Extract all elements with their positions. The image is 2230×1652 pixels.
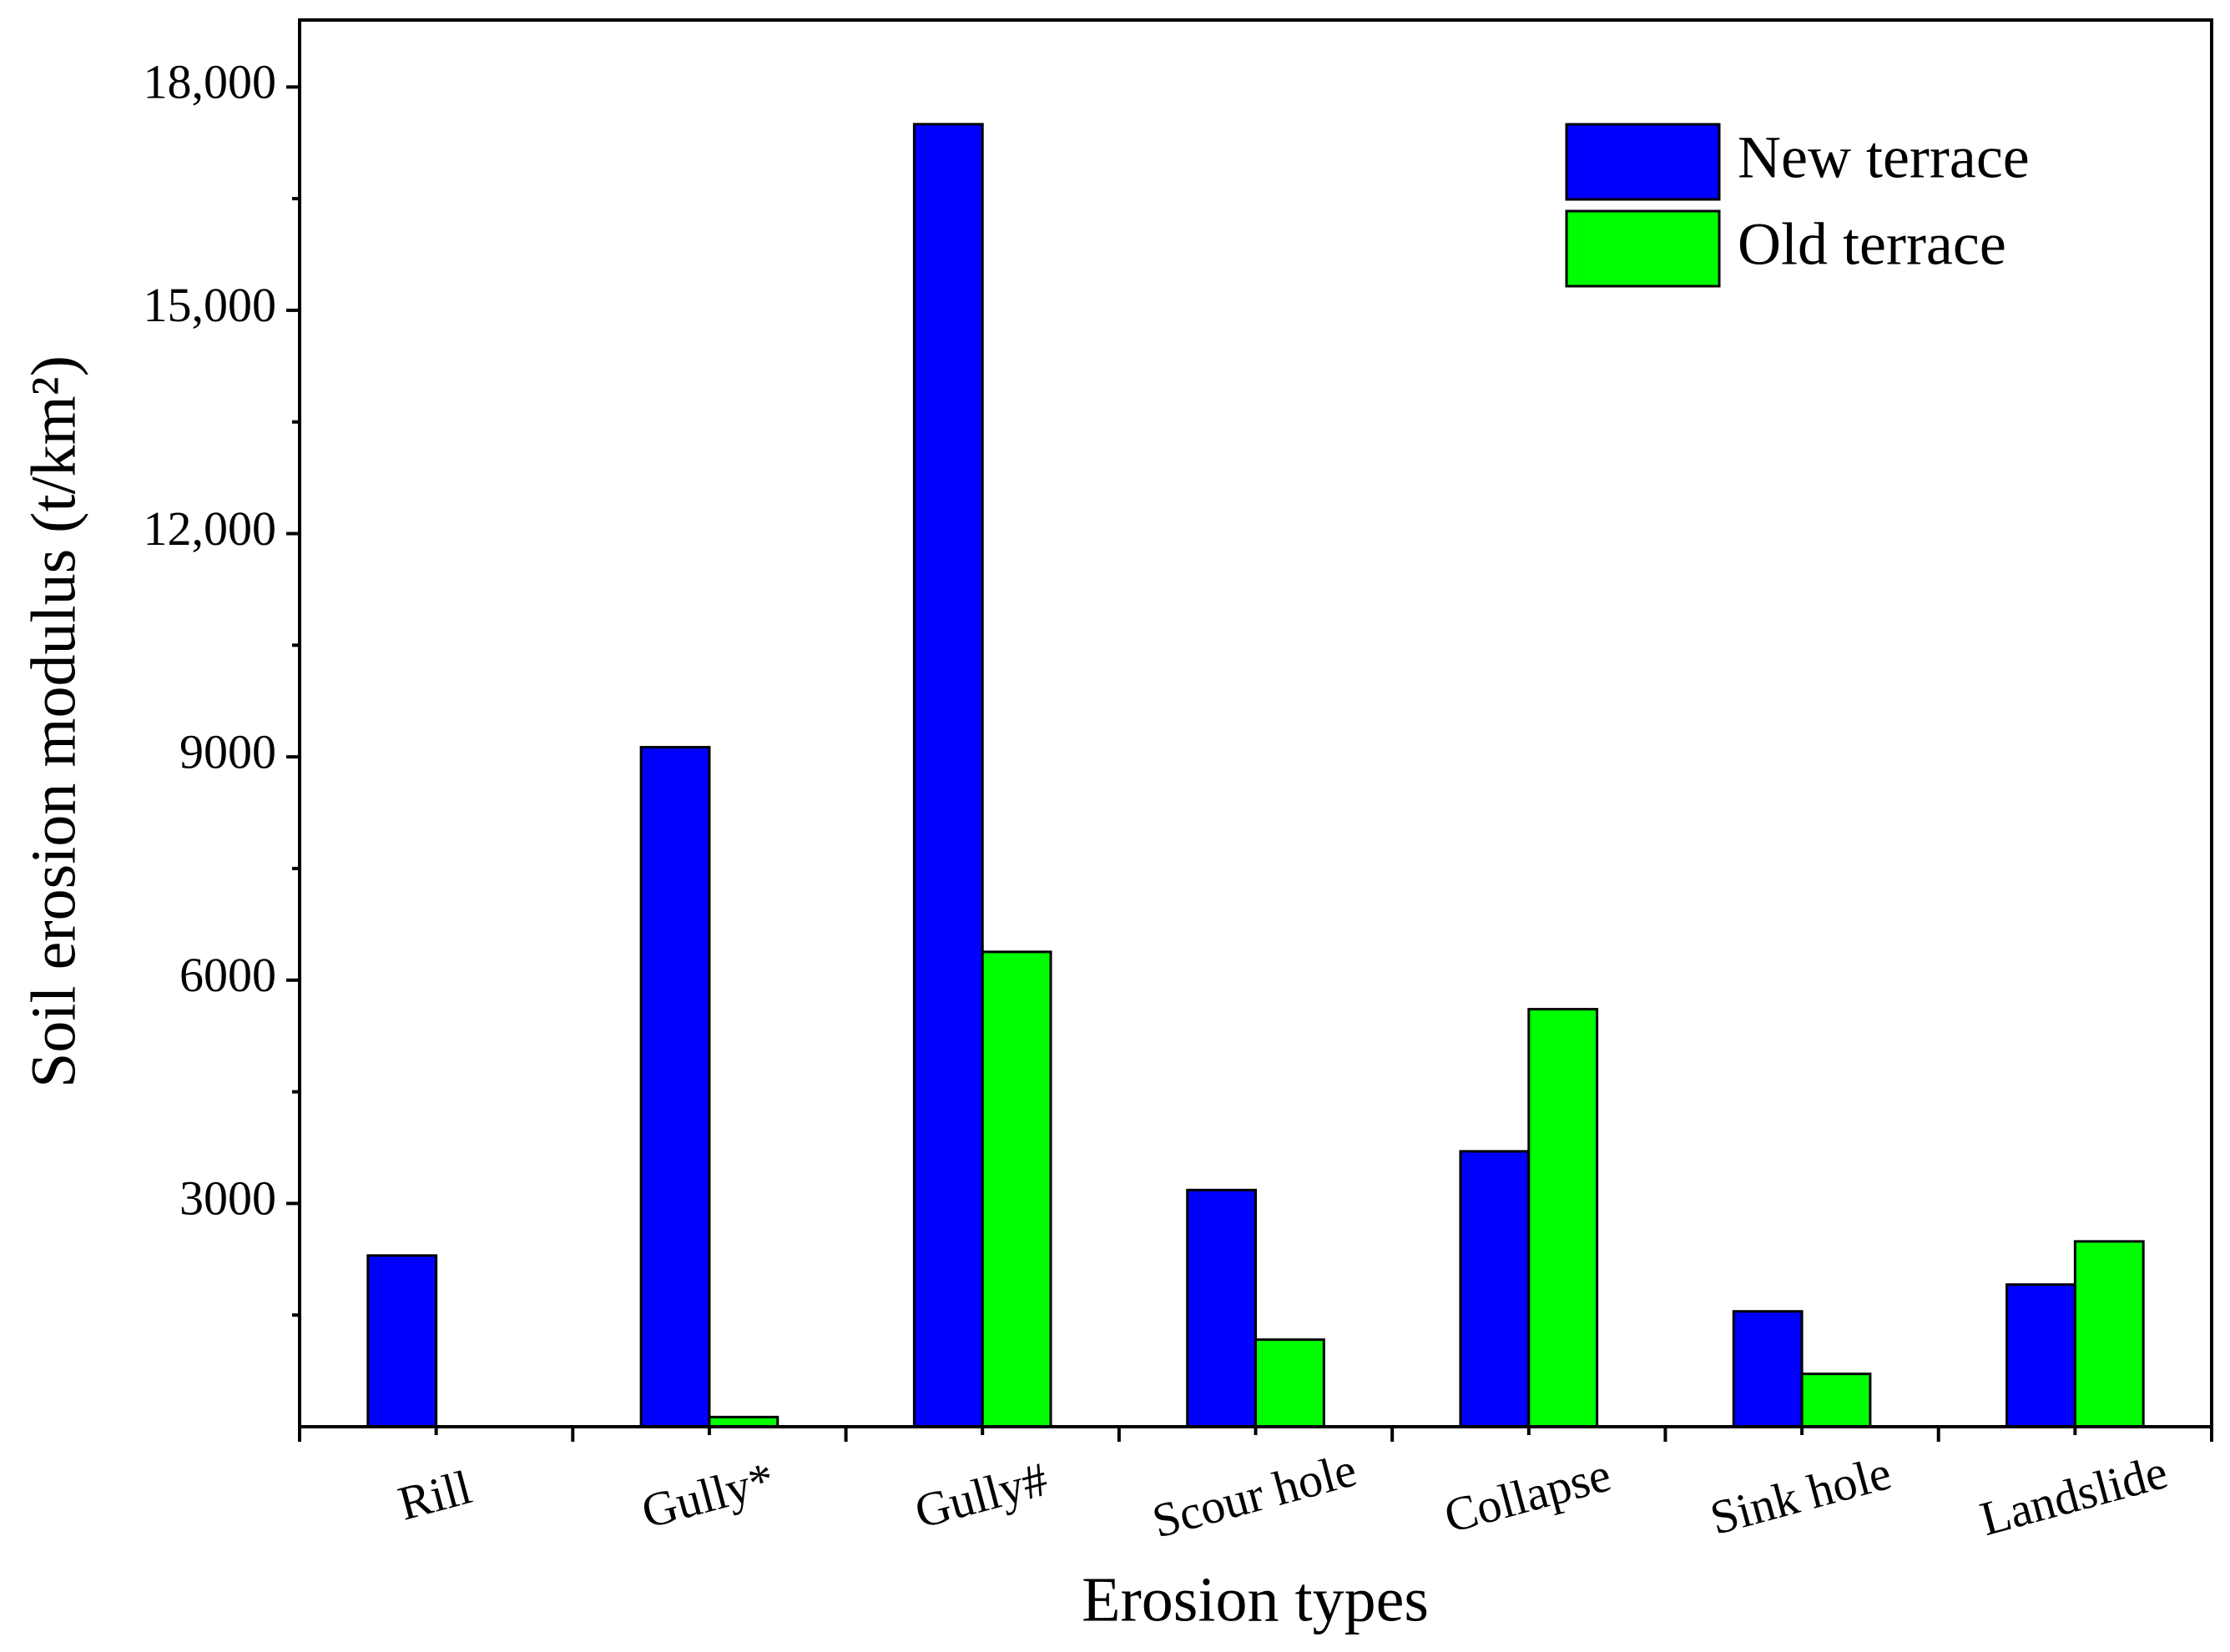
legend-swatch bbox=[1565, 209, 1721, 288]
x-tick-label: Collapse bbox=[1439, 1447, 1617, 1543]
bar bbox=[639, 746, 711, 1428]
plot-frame bbox=[298, 18, 2213, 1428]
bar bbox=[2005, 1283, 2076, 1428]
bar bbox=[1186, 1188, 1258, 1428]
y-tick-label: 15,000 bbox=[144, 278, 277, 332]
legend-label: New terrace bbox=[1738, 124, 2030, 191]
y-tick-label: 6000 bbox=[179, 948, 276, 1002]
x-tick-label: Rill bbox=[393, 1459, 477, 1530]
legend-label: Old terrace bbox=[1738, 211, 2006, 278]
y-tick-label: 3000 bbox=[179, 1171, 276, 1226]
bar bbox=[1254, 1338, 1325, 1428]
x-axis-title: Erosion types bbox=[1082, 1564, 1429, 1634]
bar bbox=[366, 1254, 438, 1428]
y-tick-label: 12,000 bbox=[144, 501, 277, 556]
x-tick-label: Sink hole bbox=[1704, 1445, 1896, 1545]
bar bbox=[1732, 1310, 1804, 1428]
bar bbox=[1800, 1372, 1872, 1428]
bar bbox=[1459, 1150, 1531, 1428]
y-tick-label: 9000 bbox=[179, 724, 276, 778]
legend-swatch bbox=[1565, 123, 1721, 201]
bar bbox=[2073, 1240, 2145, 1428]
x-tick-label: Scour hole bbox=[1147, 1442, 1362, 1548]
x-tick-label: Gully# bbox=[909, 1452, 1052, 1539]
y-tick-label: 18,000 bbox=[144, 55, 277, 109]
bar bbox=[1527, 1008, 1599, 1428]
bar bbox=[981, 950, 1052, 1428]
x-tick-label: Landslide bbox=[1975, 1444, 2173, 1546]
y-axis-title: Soil erosion modulus (t/km²) bbox=[18, 355, 88, 1088]
x-tick-label: Gully* bbox=[636, 1452, 779, 1539]
bar bbox=[912, 123, 984, 1428]
